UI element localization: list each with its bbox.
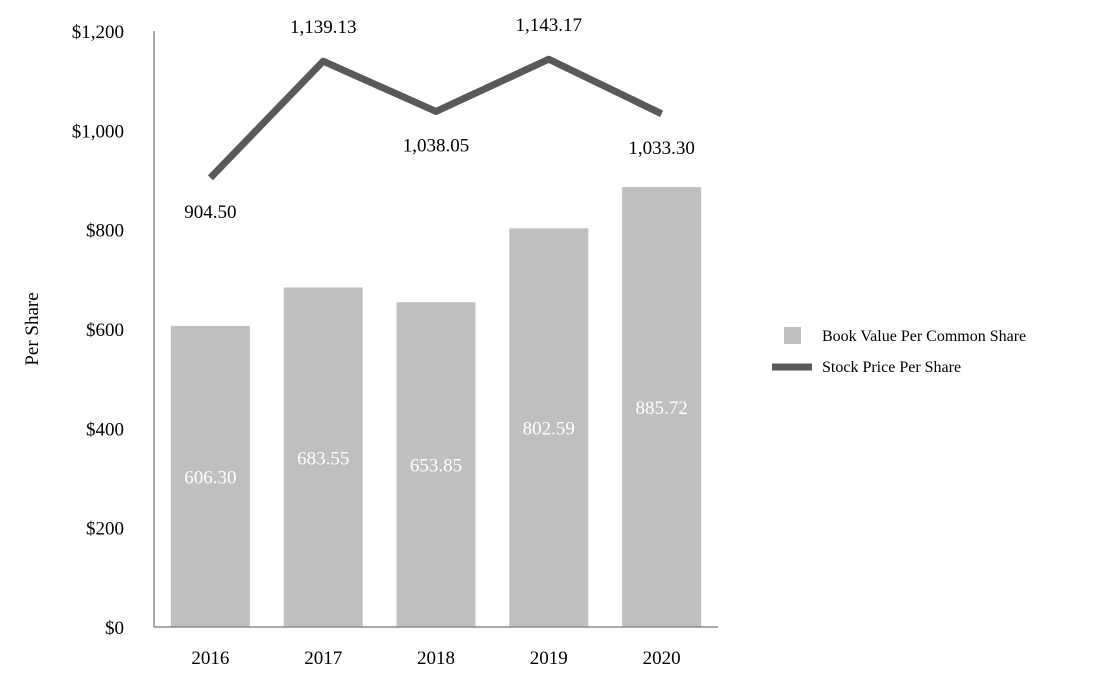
legend-label-stock-price: Stock Price Per Share [822,359,961,376]
legend-label-book-value: Book Value Per Common Share [822,328,1026,345]
bar-data-label: 802.59 [523,419,575,440]
bar-book-value [170,325,250,627]
bar-book-value [509,228,589,627]
y-axis-label: Per Share [22,292,43,365]
y-axis-ticks: $0 $200 $400 $600 $800 $1,000 $1,200 [72,22,124,639]
bar-data-label: 683.55 [297,448,349,469]
line-data-label: 904.50 [184,202,236,223]
line-data-label: 1,139.13 [290,17,357,38]
bar-book-value [283,287,363,627]
y-tick-label: $0 [105,618,124,639]
bar-book-value [396,302,476,627]
legend: Book Value Per Common Share Stock Price … [772,327,1026,376]
legend-swatch-book-value [784,327,801,344]
y-tick-label: $1,000 [72,121,124,142]
bars [170,187,702,627]
line-data-label: 1,143.17 [516,15,583,36]
line-labels: 904.50 1,139.13 1,038.05 1,143.17 1,033.30 [184,15,695,223]
line-data-label: 1,038.05 [403,135,470,156]
x-tick-label: 2020 [643,648,681,669]
x-tick-label: 2017 [304,648,342,669]
bar-data-label: 653.85 [410,456,462,477]
line-data-label: 1,033.30 [628,138,695,159]
y-tick-label: $1,200 [72,22,124,43]
bar-data-label: 885.72 [635,398,687,419]
x-tick-label: 2019 [530,648,568,669]
y-tick-label: $800 [86,221,124,242]
y-tick-label: $200 [86,519,124,540]
y-tick-label: $600 [86,320,124,341]
x-axis-ticks: 2016 2017 2018 2019 2020 [191,648,680,669]
x-tick-label: 2018 [417,648,455,669]
bar-book-value [622,187,702,627]
y-tick-label: $400 [86,419,124,440]
bar-data-label: 606.30 [184,467,236,488]
x-tick-label: 2016 [191,648,229,669]
bar-labels: 606.30 683.55 653.85 802.59 885.72 [184,398,687,488]
stock-price-line [207,55,664,181]
